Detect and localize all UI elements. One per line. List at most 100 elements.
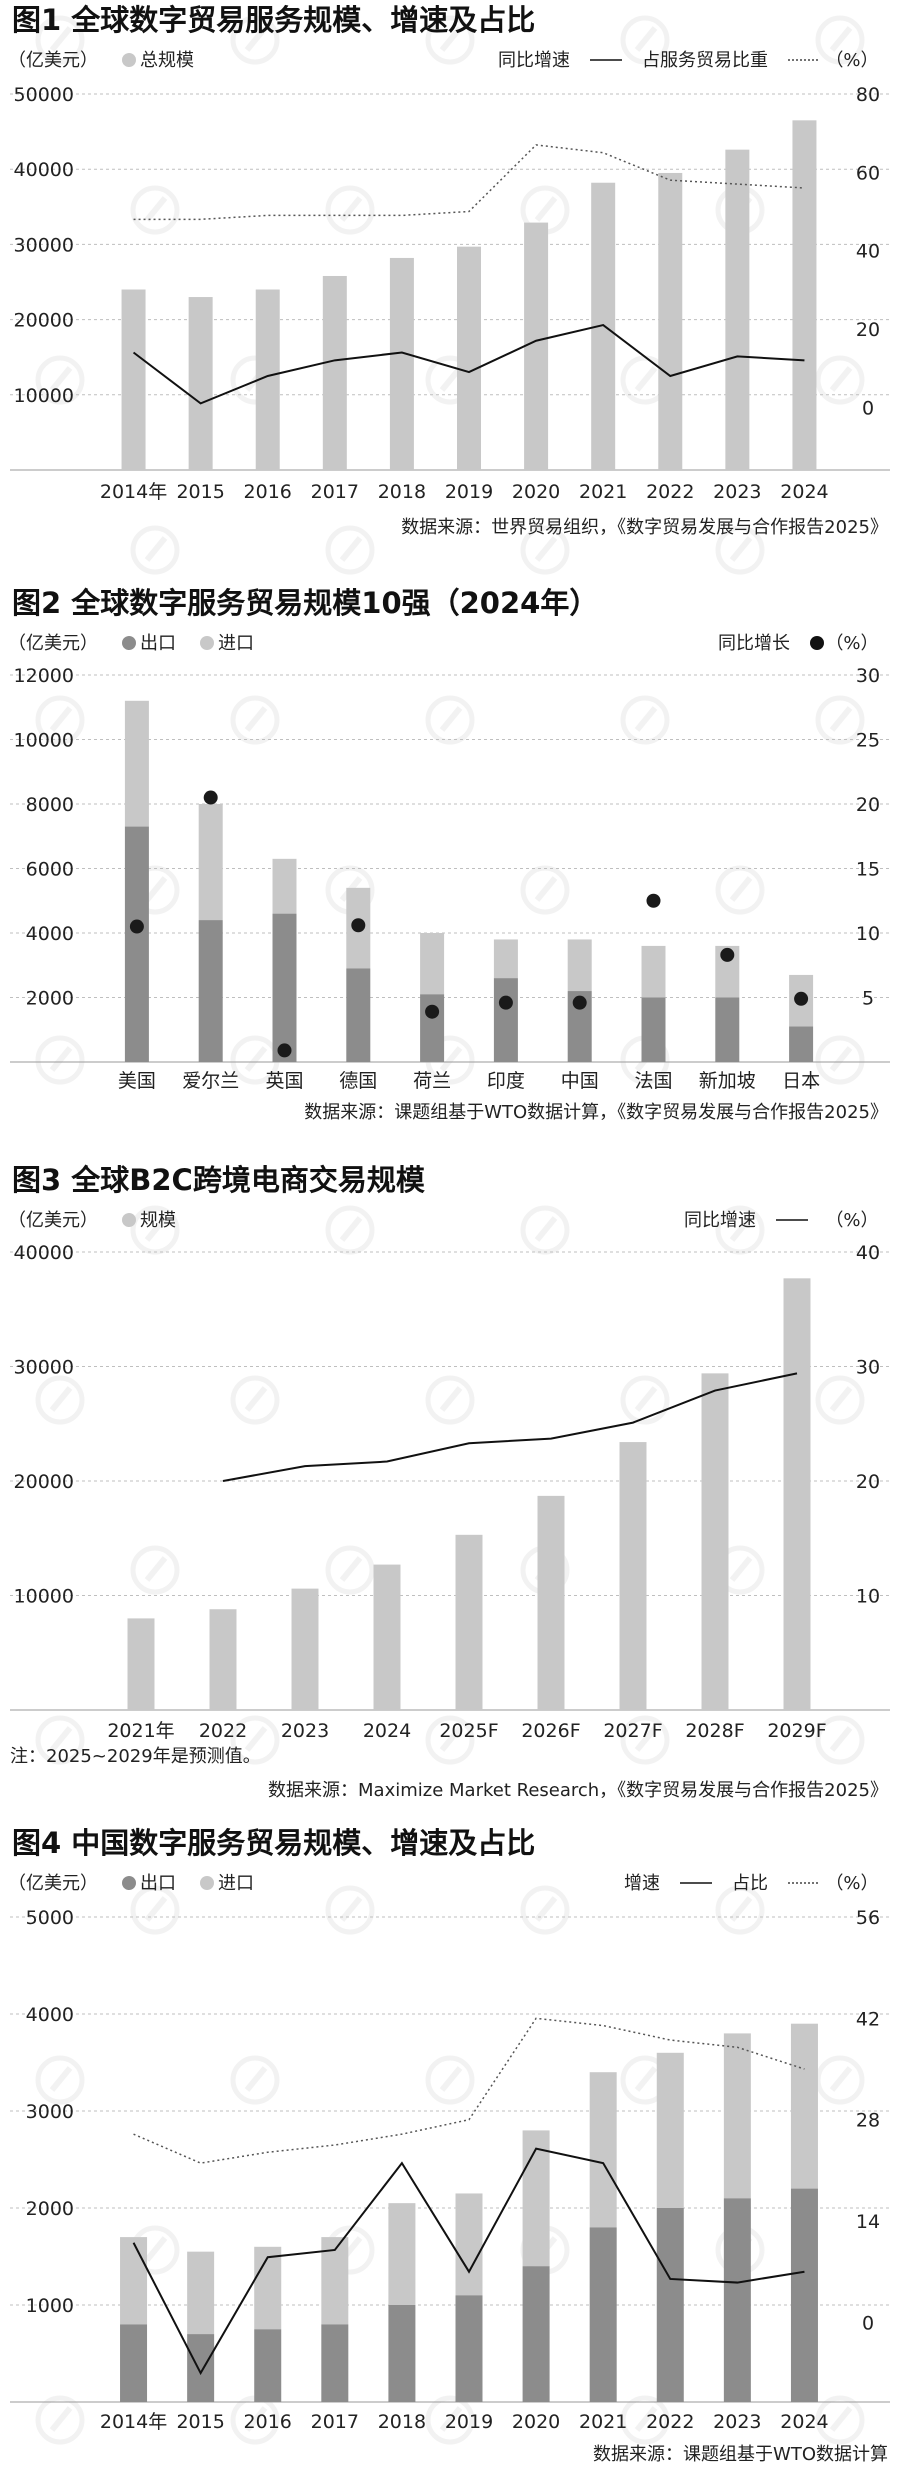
x-axis-labels: 2014年 2015 2016 2017 2018 2019 2020 2021 2022 202…	[100, 481, 829, 503]
y-right-tick-label: 25	[856, 730, 880, 752]
legend-export-label: 出口	[140, 633, 176, 654]
watermark-logo-icon	[49, 366, 73, 392]
y-left-tick-label: 10000	[14, 385, 74, 407]
x-tick-label: 2016	[244, 481, 292, 503]
x-tick-label: 2016	[244, 2411, 292, 2433]
watermark-logo-icon	[534, 536, 558, 562]
watermark-logo-icon	[439, 1726, 463, 1752]
watermark-logo-icon	[425, 1715, 475, 1765]
bar	[725, 149, 750, 470]
y-right-tick-label: 28	[856, 2110, 880, 2132]
watermark-logo-icon	[144, 1556, 168, 1582]
x-tick-label: 2021年	[107, 1720, 174, 1742]
legend-bar-label: 规模	[140, 1210, 176, 1231]
bar-import	[723, 2033, 751, 2199]
growth-line	[132, 324, 805, 405]
watermark-logo-icon	[49, 1726, 73, 1752]
x-tick-label: 2020	[512, 2411, 560, 2433]
growth-dot	[794, 991, 809, 1006]
bar-import	[124, 700, 149, 827]
chart-source: 数据来源：世界贸易组织，《数字贸易发展与合作报告2025》	[401, 517, 888, 538]
watermark-logo-icon	[620, 1715, 670, 1765]
watermark-logo-icon	[815, 15, 865, 65]
watermark-logo-icon	[534, 196, 558, 222]
left-unit-label: （亿美元）	[8, 50, 98, 71]
watermark-logo-icon	[715, 1885, 765, 1935]
bar-export	[346, 968, 371, 1062]
y-right-tick-label: 15	[856, 859, 880, 881]
left-unit-label: （亿美元）	[8, 1873, 98, 1894]
bar-export	[641, 997, 666, 1062]
watermark-logo-icon	[829, 706, 853, 732]
watermark-logo-icon	[144, 196, 168, 222]
watermark-logo-icon	[815, 1035, 865, 1085]
y-right-tick-label: 10	[856, 1586, 880, 1608]
bar-export	[198, 920, 223, 1062]
y-left-tick-label: 5000	[26, 1907, 74, 1929]
bar	[524, 222, 549, 470]
watermark-logo-icon	[244, 706, 268, 732]
growth-dot	[129, 919, 144, 934]
watermark-logo-icon	[729, 536, 753, 562]
x-tick-label: 荷兰	[413, 1070, 451, 1092]
growth-dots	[129, 790, 809, 1058]
watermark-logo-icon	[244, 2406, 268, 2432]
watermark-logo-icon	[439, 26, 463, 52]
y-left-tick-label: 20000	[14, 310, 74, 332]
bar-import	[272, 858, 297, 914]
watermark-logo-icon	[35, 2395, 85, 2445]
y-left-tick-label: 20000	[14, 1471, 74, 1493]
y-left-tick-label: 10000	[14, 1586, 74, 1608]
right-unit-label: （%）	[825, 633, 878, 654]
watermark-logo-icon	[439, 2066, 463, 2092]
bar-import	[790, 2023, 818, 2189]
growth-dot	[720, 947, 735, 962]
y-right-tick-label: 14	[856, 2211, 880, 2233]
chart-title: 图3 全球B2C跨境电商交易规模	[12, 1163, 426, 1197]
watermark-logo-icon	[325, 525, 375, 575]
bar-import	[420, 933, 445, 995]
legend-export-swatch	[122, 636, 136, 650]
watermark-logo-icon	[49, 1046, 73, 1072]
watermark-logo-icon	[230, 1375, 280, 1425]
watermark-logo-icon	[49, 706, 73, 732]
watermark-logo-icon	[144, 2236, 168, 2262]
y-right-tick-label: 0	[862, 397, 874, 419]
x-axis-labels: 2021年 2022 2023 2024 2025F 2026F 2027F 2028F 202…	[107, 1720, 826, 1742]
bar-export	[120, 2324, 148, 2402]
watermark-logo-icon	[439, 1046, 463, 1072]
watermark-logo-icon	[325, 1885, 375, 1935]
x-tick-label: 2019	[445, 2411, 493, 2433]
watermark-logo-icon	[130, 525, 180, 575]
growth-dot	[277, 1043, 292, 1058]
bars	[120, 2023, 818, 2402]
x-tick-label: 德国	[339, 1070, 377, 1092]
y-left-tick-label: 40000	[14, 1242, 74, 1264]
watermark-logo-icon	[634, 706, 658, 732]
x-tick-label: 英国	[265, 1070, 303, 1092]
gridlines: 10000 20000 30000 40000 10 20 30 40	[10, 1242, 890, 1608]
legend-export-swatch	[122, 1876, 136, 1890]
legend-dotted-label: 占服务贸易比重	[642, 50, 768, 71]
bar-import	[656, 2052, 684, 2208]
watermark-logo-icon	[35, 1035, 85, 1085]
y-right-tick-label: 40	[856, 241, 880, 263]
bar-import	[589, 2072, 617, 2228]
bar-export	[272, 913, 297, 1062]
watermark-logo-icon	[634, 1386, 658, 1412]
bar	[209, 1609, 237, 1710]
bar	[701, 1373, 729, 1710]
x-tick-label: 2023	[713, 2411, 761, 2433]
x-tick-label: 2024	[363, 1720, 411, 1742]
bar	[619, 1442, 647, 1710]
watermark-logo-icon	[339, 196, 363, 222]
y-left-tick-label: 10000	[14, 730, 74, 752]
bar-export	[723, 2198, 751, 2402]
y-left-tick-label: 8000	[26, 794, 74, 816]
legend-line-label: 增速	[624, 1873, 660, 1894]
bar	[457, 246, 481, 470]
watermark-logo-icon	[425, 695, 475, 745]
bar-export	[493, 978, 518, 1062]
watermark-logo-icon	[729, 1896, 753, 1922]
